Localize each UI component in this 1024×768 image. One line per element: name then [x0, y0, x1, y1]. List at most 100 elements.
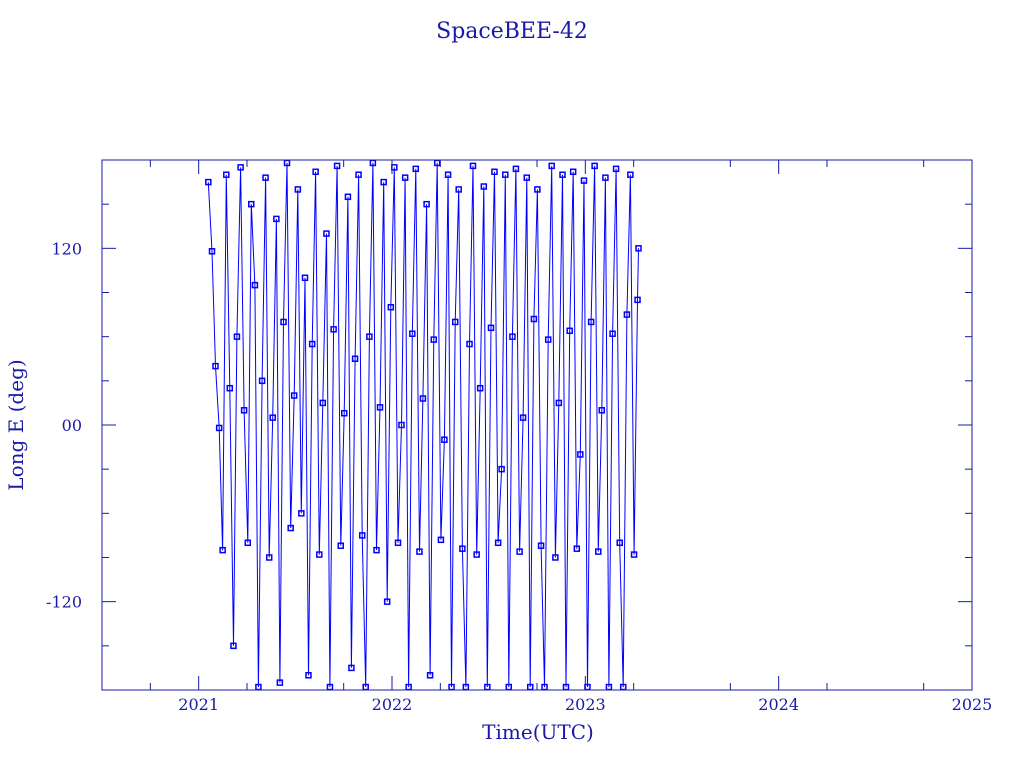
data-point	[566, 327, 573, 335]
data-point	[237, 164, 244, 171]
data-point	[258, 377, 266, 385]
chart-title: SpaceBEE-42	[436, 19, 588, 44]
data-point	[323, 230, 330, 237]
data-point	[591, 162, 598, 170]
data-point	[348, 664, 355, 672]
axes: 120 00 -120 2021 2022 2023 2024 2025	[46, 159, 993, 714]
data-point	[430, 336, 438, 343]
data-point	[262, 174, 269, 181]
data-point	[630, 551, 638, 558]
data-point	[387, 303, 395, 311]
data-point	[226, 384, 234, 392]
data-point	[494, 539, 502, 547]
data-point	[491, 168, 498, 176]
data-point	[401, 174, 409, 181]
data-point	[383, 598, 391, 605]
data-point	[287, 524, 294, 532]
data-point	[487, 324, 495, 332]
data-point	[391, 164, 398, 171]
data-point	[358, 532, 366, 539]
data-point	[519, 414, 527, 421]
data-point	[473, 551, 480, 558]
data-point	[233, 333, 241, 340]
data-point	[616, 539, 623, 547]
data-point	[476, 384, 484, 392]
x-tick-label: 2023	[565, 695, 606, 714]
data-point	[555, 399, 563, 407]
data-point	[380, 178, 387, 186]
data-point	[548, 162, 555, 170]
data-point	[623, 311, 631, 318]
data-point	[298, 510, 305, 517]
data-point	[569, 168, 577, 176]
data-point	[366, 333, 373, 340]
data-point	[273, 215, 280, 223]
data-point	[351, 355, 359, 362]
y-axis-label: Long E (deg)	[4, 359, 28, 490]
data-point	[394, 539, 402, 547]
data-point	[580, 177, 588, 184]
data-point	[634, 296, 641, 304]
data-point	[577, 451, 584, 458]
data-point	[333, 162, 341, 170]
data-point	[376, 404, 384, 411]
data-point	[301, 274, 309, 282]
data-point	[308, 340, 316, 348]
data-point	[598, 407, 606, 414]
data-point	[419, 395, 427, 402]
series-longitude	[205, 159, 642, 691]
data-point	[469, 162, 477, 170]
data-point	[587, 318, 595, 326]
data-point	[316, 551, 323, 558]
data-point	[516, 548, 523, 555]
x-tick-label: 2025	[952, 695, 993, 714]
data-point	[523, 174, 531, 181]
data-point	[305, 672, 312, 679]
series-line	[207, 162, 639, 688]
x-tick-label: 2024	[758, 695, 799, 714]
data-point	[319, 399, 327, 407]
data-point	[573, 545, 581, 552]
data-point	[451, 318, 459, 326]
data-point	[205, 178, 212, 186]
data-point	[602, 174, 609, 181]
data-point	[265, 554, 273, 561]
data-point	[426, 672, 434, 679]
data-point	[595, 548, 602, 555]
data-point	[612, 165, 620, 173]
data-point	[373, 546, 380, 554]
data-point	[437, 536, 445, 544]
data-point	[627, 171, 634, 178]
data-point	[534, 186, 541, 193]
data-point	[398, 421, 405, 429]
data-point	[223, 171, 230, 178]
data-point	[409, 330, 416, 337]
data-point	[416, 548, 423, 555]
data-point	[230, 642, 237, 650]
data-point	[544, 336, 552, 343]
x-axis-label: Time(UTC)	[482, 720, 594, 744]
data-point	[280, 318, 287, 326]
data-point	[290, 392, 298, 399]
data-point	[530, 315, 538, 323]
data-point	[559, 171, 566, 178]
data-point	[248, 200, 255, 208]
data-point	[337, 542, 345, 549]
x-tick-label: 2022	[372, 695, 413, 714]
data-point	[276, 679, 284, 686]
data-point	[455, 186, 462, 193]
y-tick-label: 120	[51, 239, 82, 258]
data-point	[340, 409, 348, 417]
data-point	[251, 281, 259, 289]
data-point	[412, 165, 420, 173]
data-point	[509, 333, 516, 340]
data-point	[466, 340, 473, 348]
data-point	[330, 326, 337, 333]
data-point	[552, 554, 559, 561]
x-tick-label: 2021	[178, 695, 219, 714]
data-point	[294, 186, 302, 193]
data-point	[441, 436, 448, 443]
data-point	[498, 465, 505, 473]
y-tick-label: 00	[62, 416, 82, 435]
